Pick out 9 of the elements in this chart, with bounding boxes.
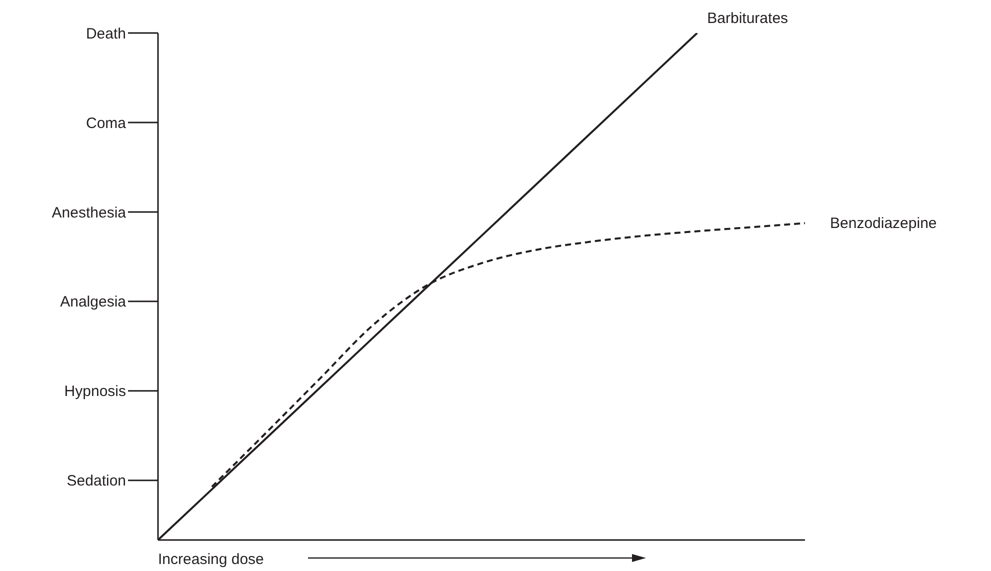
text: Anesthesia — [52, 204, 127, 222]
text: Analgesia — [60, 294, 127, 311]
text: Death — [86, 25, 126, 42]
x-axis-title: Increasing dose — [158, 551, 264, 568]
text: Sedation — [66, 472, 126, 490]
text: Hypnosis — [64, 383, 126, 400]
text: Coma — [86, 114, 127, 132]
series-label: Barbiturates — [707, 10, 788, 27]
series-label: Benzodiazepine — [830, 215, 937, 232]
